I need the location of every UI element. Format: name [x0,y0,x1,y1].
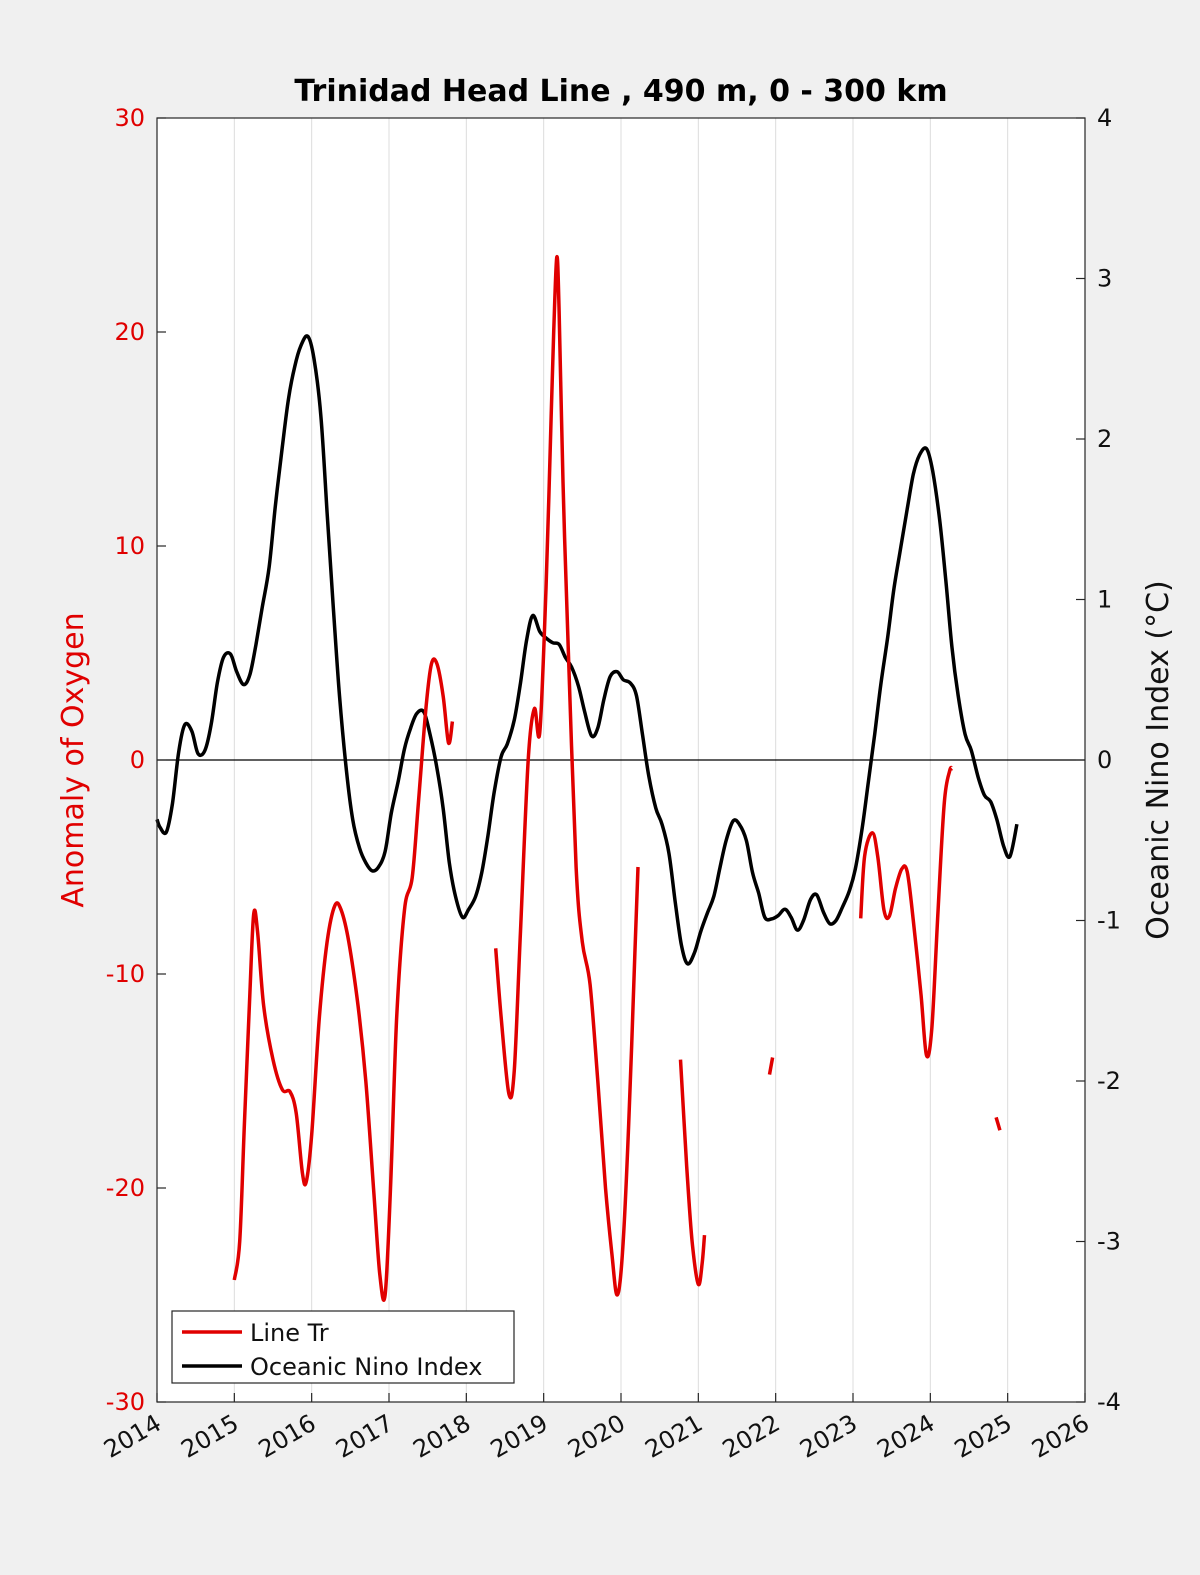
legend: Line Tr Oceanic Nino Index [171,1310,515,1384]
legend-label-line-tr: Line Tr [250,1319,329,1347]
legend-label-oni: Oceanic Nino Index [250,1353,482,1381]
series-line-line-tr [678,1059,707,1287]
y-left-tick-label: 0 [130,746,145,774]
series-line-line-tr [232,657,455,1302]
series-line-line-tr [493,255,640,1297]
y-right-label: Oceanic Nino Index (°C) [1141,580,1176,940]
y-right-tick-label: -1 [1097,907,1121,935]
y-right-tick-label: -2 [1097,1067,1121,1095]
chart-title: Trinidad Head Line , 490 m, 0 - 300 km [294,74,947,109]
y-left-tick-label: 10 [114,532,145,560]
series-line-line-tr [767,1057,775,1075]
y-left-tick-label: -20 [106,1174,145,1202]
y-right-ticks: -4 -3 -2 -1 0 1 2 3 4 [1076,104,1121,1416]
series-layer [155,255,1019,1302]
y-left-tick-label: -30 [106,1388,145,1416]
series-line-line-tr [994,1116,1002,1131]
series-line-line-tr [858,765,954,1059]
y-right-tick-label: -4 [1097,1388,1121,1416]
legend-box [171,1310,515,1384]
y-left-label: Anomaly of Oxygen [56,612,91,907]
y-left-ticks: -30 -20 -10 0 10 20 30 [106,104,166,1416]
y-left-tick-label: 20 [114,318,145,346]
y-right-tick-label: 3 [1097,265,1112,293]
y-right-tick-label: 2 [1097,425,1112,453]
y-left-tick-label: 30 [114,104,145,132]
y-left-tick-label: -10 [106,960,145,988]
series-line-oceanic-nino-index [155,334,1019,966]
y-right-tick-label: -3 [1097,1228,1121,1256]
y-right-tick-label: 0 [1097,746,1112,774]
y-right-tick-label: 1 [1097,586,1112,614]
y-right-tick-label: 4 [1097,104,1112,132]
